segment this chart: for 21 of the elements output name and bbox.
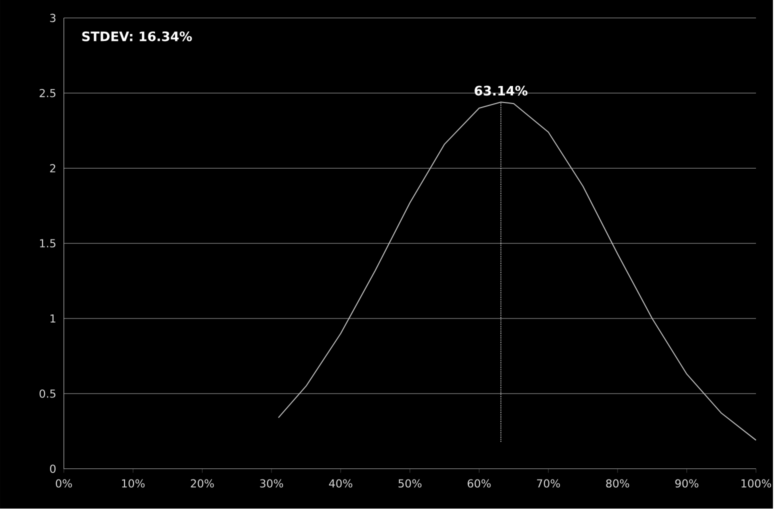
y-tick-label: 2 <box>50 164 56 172</box>
y-tick-label: 1 <box>50 314 56 323</box>
line-series <box>278 102 756 441</box>
x-tick-label: 60% <box>468 479 491 488</box>
x-tick-label: 40% <box>329 479 352 488</box>
y-tick-label: 2.5 <box>40 89 56 98</box>
y-tick-label: 0 <box>50 464 56 474</box>
x-tick-label: 100% <box>742 479 772 488</box>
x-tick-label: 20% <box>190 479 214 488</box>
x-tick-label: 50% <box>398 479 422 488</box>
x-tick-label: 70% <box>537 479 560 488</box>
x-tick-label: 10% <box>122 479 145 488</box>
y-tick-label: 0.5 <box>40 390 56 398</box>
x-tick-label: 90% <box>675 479 698 488</box>
y-tick-label: 3 <box>50 14 56 22</box>
x-tick-label: 80% <box>606 479 630 488</box>
x-tick-label: 0% <box>56 479 72 488</box>
x-tick-label: 30% <box>260 479 284 488</box>
annotation: STDEV: 16.34% <box>82 32 192 42</box>
y-tick-label: 1.5 <box>40 239 56 248</box>
ref-line-label: 63.14% <box>474 86 528 96</box>
